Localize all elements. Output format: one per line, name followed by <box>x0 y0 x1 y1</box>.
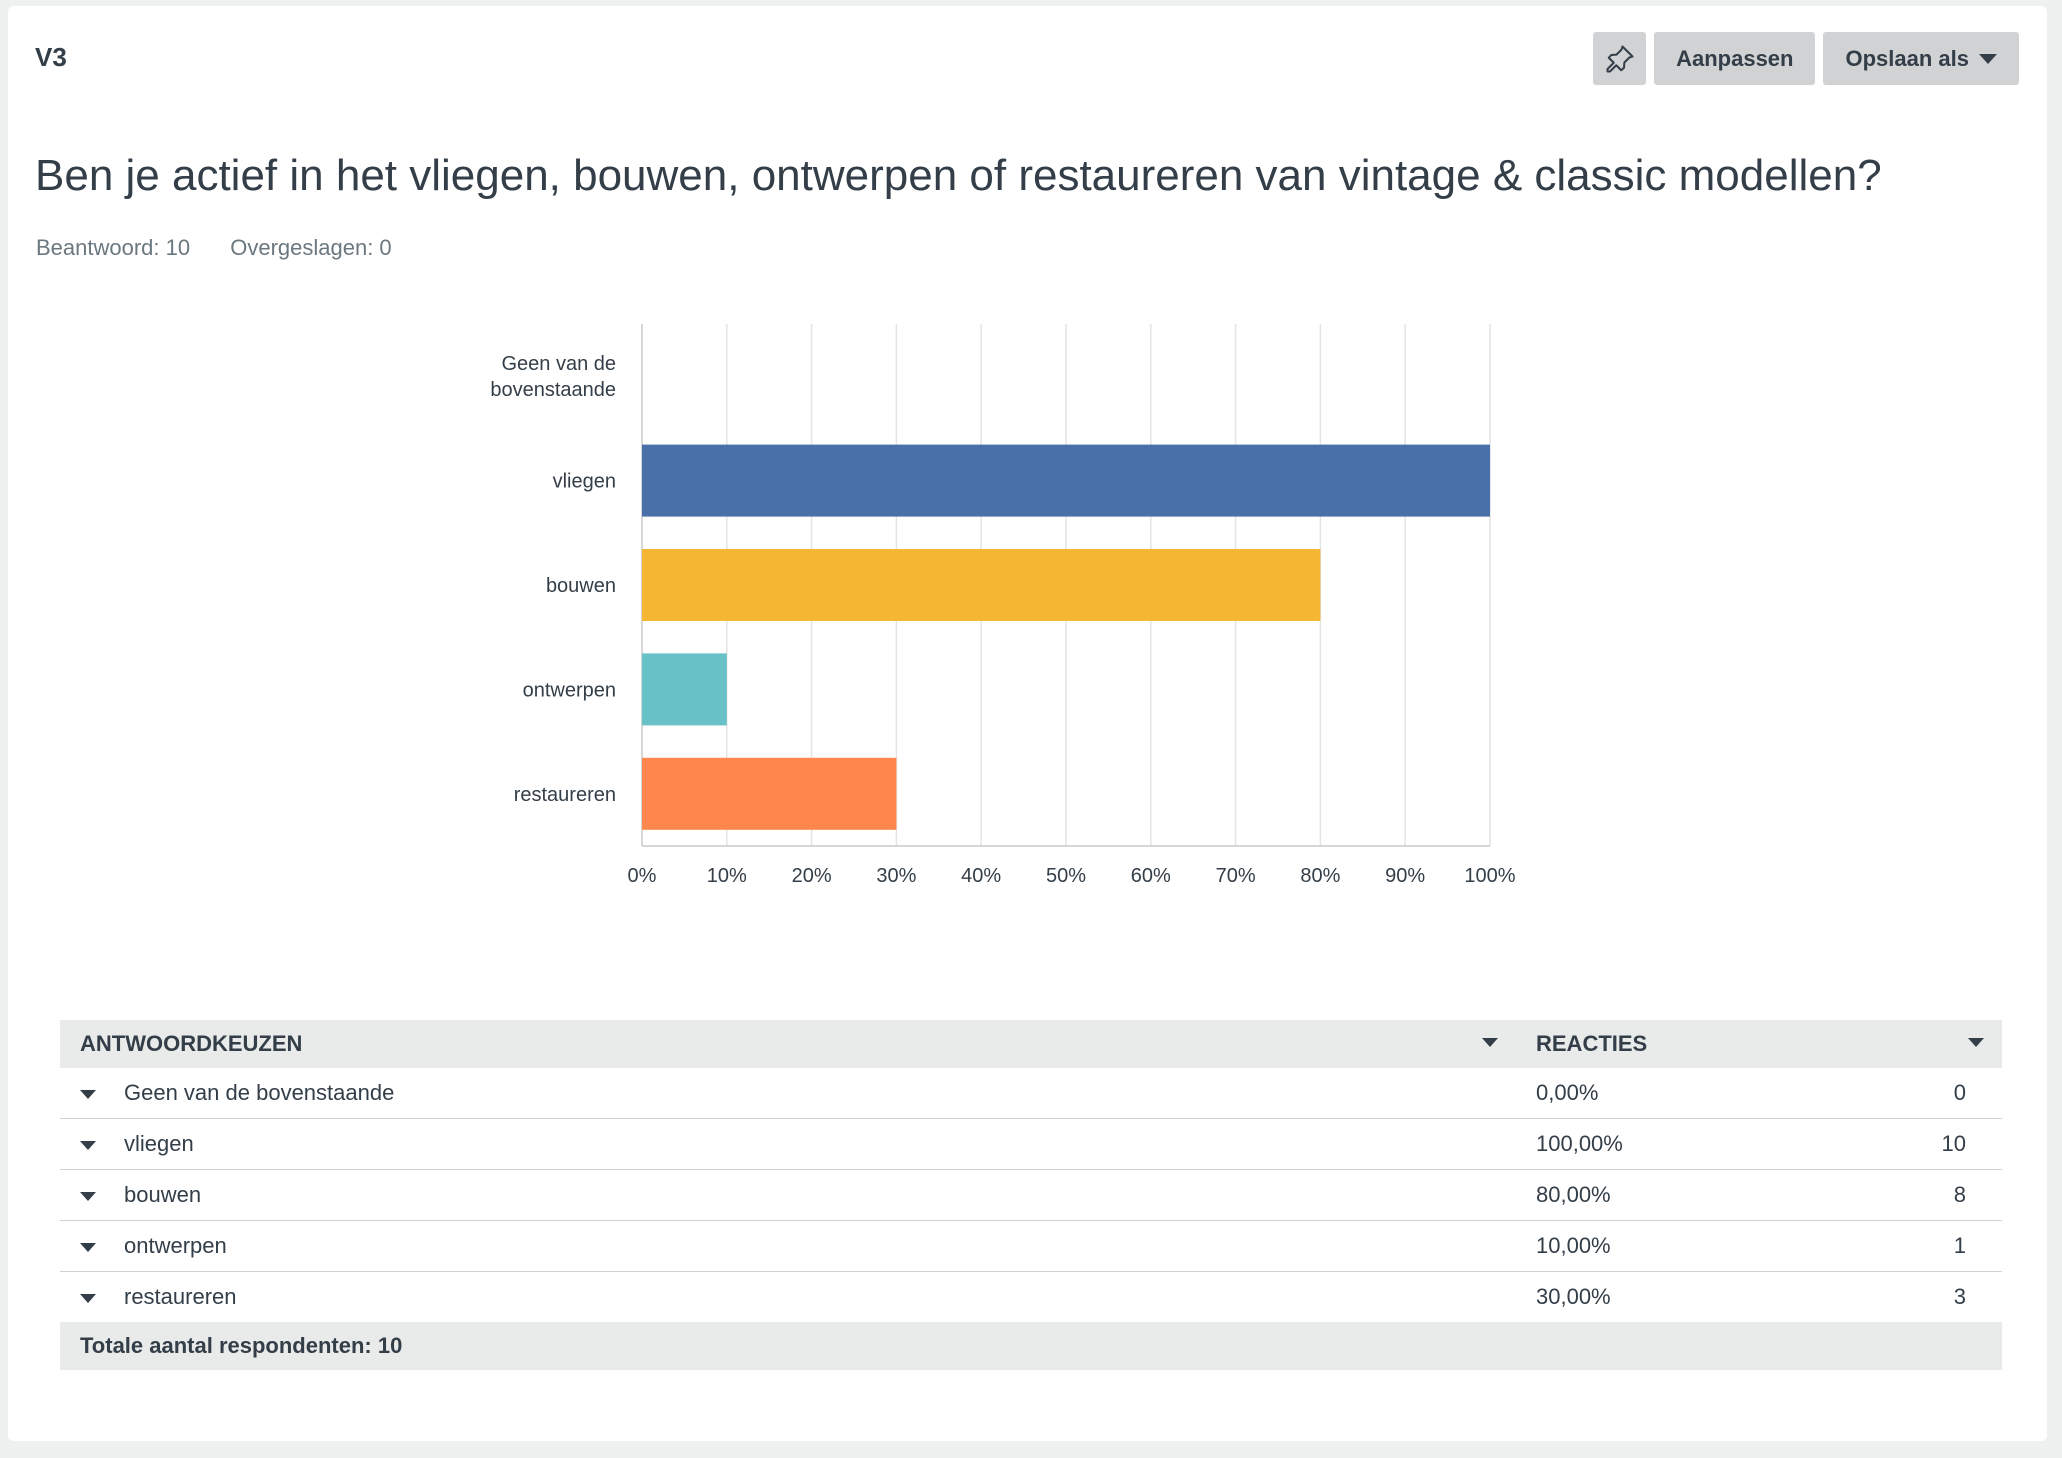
row-count: 10 <box>1846 1118 2002 1170</box>
table-row: bouwen 80,00% 8 <box>60 1169 2002 1221</box>
x-tick-label: 70% <box>1216 865 1256 887</box>
row-percent: 0,00% <box>1516 1068 1846 1119</box>
chevron-down-icon <box>1979 53 1997 64</box>
x-tick-label: 50% <box>1046 865 1086 887</box>
bar-bouwen <box>642 549 1321 621</box>
x-tick-label: 0% <box>628 865 657 887</box>
skipped-count: Overgeslagen: 0 <box>230 235 392 260</box>
x-tick-label: 100% <box>1464 865 1515 887</box>
row-label: bouwen <box>124 1182 202 1207</box>
sort-choices-icon[interactable] <box>1482 1038 1498 1047</box>
header-responses[interactable]: REACTIES <box>1516 1020 2002 1068</box>
row-count: 8 <box>1846 1169 2002 1221</box>
expand-row-icon[interactable] <box>80 1243 96 1252</box>
row-count: 1 <box>1846 1220 2002 1272</box>
expand-row-icon[interactable] <box>80 1141 96 1150</box>
category-label: bouwen <box>546 575 616 597</box>
row-label: restaureren <box>124 1284 237 1309</box>
expand-row-icon[interactable] <box>80 1090 96 1099</box>
category-label: Geen van de bovenstaande <box>490 353 616 401</box>
row-count: 0 <box>1846 1068 2002 1119</box>
row-percent: 10,00% <box>1516 1220 1846 1272</box>
responses-table: ANTWOORDKEUZEN REACTIES Geen van de bove… <box>60 1020 2002 1370</box>
question-toolbar: Aanpassen Opslaan als <box>1593 32 2019 85</box>
sort-responses-icon[interactable] <box>1968 1038 1984 1047</box>
category-label: ontwerpen <box>523 679 616 701</box>
category-label: restaureren <box>514 784 616 806</box>
adjust-button[interactable]: Aanpassen <box>1654 32 1816 85</box>
header-choices-label: ANTWOORDKEUZEN <box>80 1031 303 1056</box>
row-count: 3 <box>1953 1284 1966 1309</box>
table-row: Geen van de bovenstaande 0,00% 0 <box>60 1068 2002 1119</box>
expand-row-icon[interactable] <box>80 1294 96 1303</box>
row-label: Geen van de bovenstaande <box>124 1080 395 1105</box>
save-as-button[interactable]: Opslaan als <box>1823 32 2019 85</box>
row-label: ontwerpen <box>124 1233 227 1258</box>
answered-count: Beantwoord: 10 <box>36 235 191 260</box>
x-tick-label: 40% <box>961 865 1001 887</box>
total-respondents: Totale aantal respondenten: 10 <box>60 1322 2002 1370</box>
bar-restaureren <box>642 757 897 830</box>
x-tick-label: 10% <box>707 865 747 887</box>
table-row: ontwerpen 10,00% 1 <box>60 1220 2002 1272</box>
x-tick-label: 20% <box>792 865 832 887</box>
x-tick-label: 80% <box>1300 865 1340 887</box>
bar-vliegen <box>642 444 1490 517</box>
response-stats: Beantwoord: 10 Overgeslagen: 0 <box>36 235 392 261</box>
expand-row-icon[interactable] <box>80 1192 96 1201</box>
table-row: vliegen 100,00% 10 <box>60 1118 2002 1170</box>
category-label: vliegen <box>553 471 616 493</box>
bar-chart: 0% 10% 20% 30% 40% 50% 60% 70% 80% 90% 100% Geen va… <box>490 324 1516 887</box>
question-title: Ben je actief in het vliegen, bouwen, on… <box>35 151 1882 200</box>
x-tick-label: 60% <box>1131 865 1171 887</box>
question-number: V3 <box>35 42 67 72</box>
header-choices[interactable]: ANTWOORDKEUZEN <box>60 1020 1516 1068</box>
pin-button[interactable] <box>1593 32 1647 85</box>
pin-icon <box>1606 45 1634 72</box>
x-tick-label: 30% <box>876 865 916 887</box>
x-tick-label: 90% <box>1385 865 1425 887</box>
question-summary-card: V3 Aanpassen Opslaan als Ben je actief i… <box>8 6 2047 1441</box>
row-label: vliegen <box>124 1131 194 1156</box>
header-responses-label: REACTIES <box>1536 1031 1648 1056</box>
row-percent: 100,00% <box>1516 1118 1846 1170</box>
save-as-label: Opslaan als <box>1845 45 1969 71</box>
table-row: restaureren 30,00% 3 <box>60 1272 2002 1323</box>
row-percent: 80,00% <box>1516 1169 1846 1221</box>
bar-ontwerpen <box>642 653 727 726</box>
row-percent: 30,00% <box>1536 1284 1611 1309</box>
total-row: Totale aantal respondenten: 10 <box>60 1322 2002 1370</box>
